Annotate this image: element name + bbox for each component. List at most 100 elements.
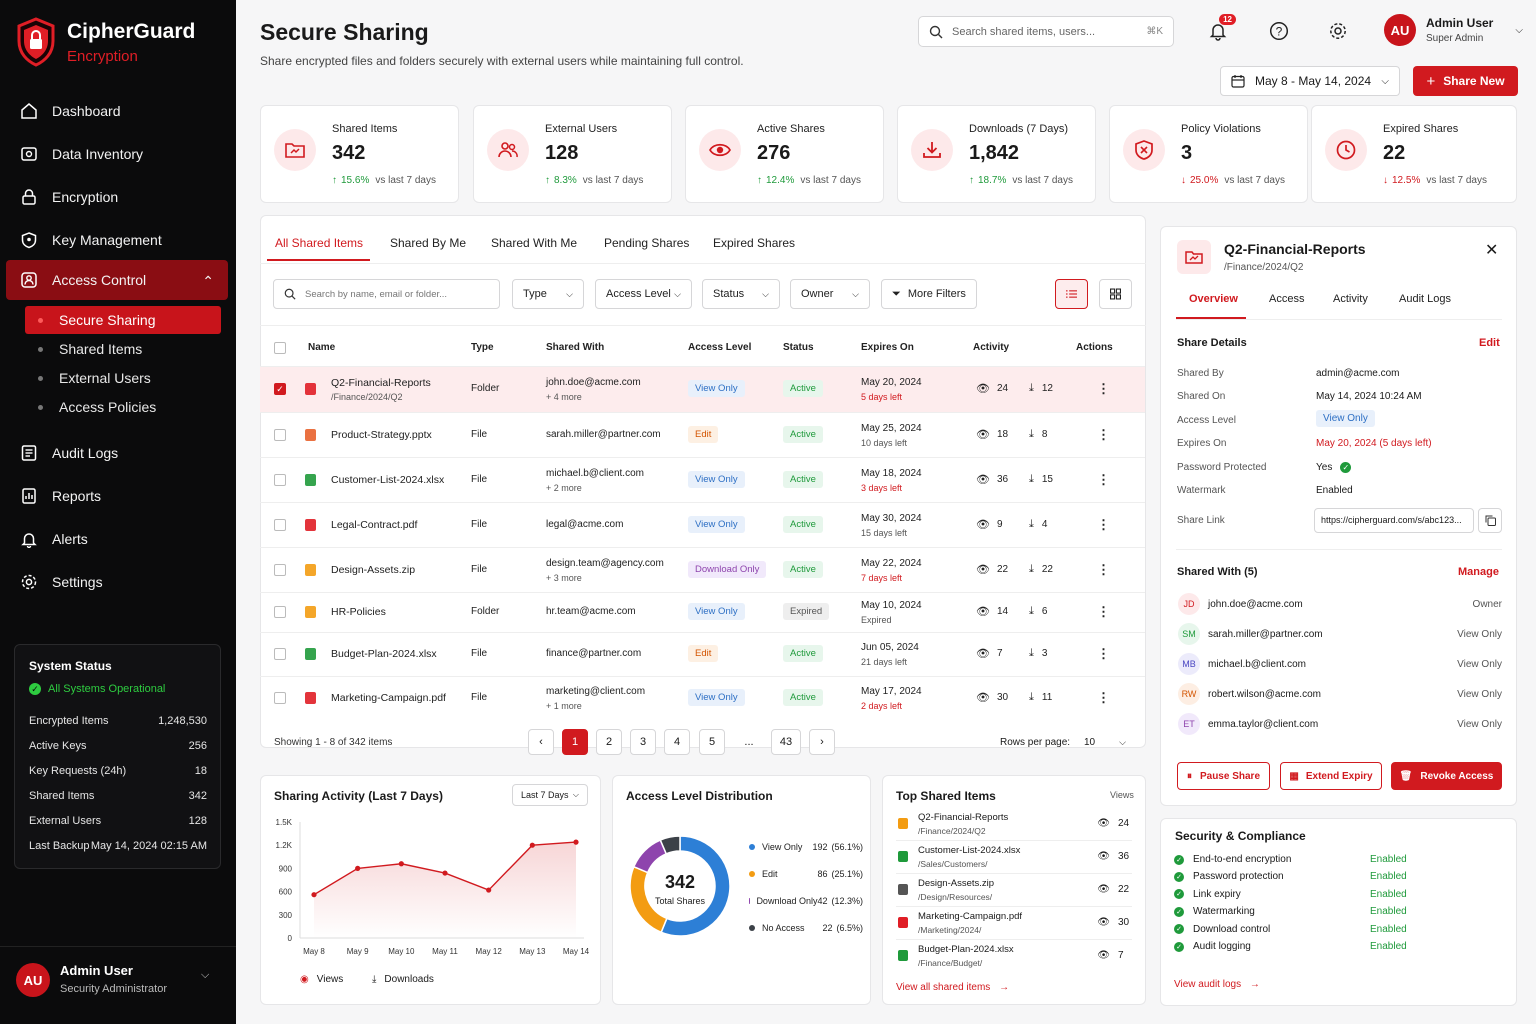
row-checkbox[interactable] (274, 692, 286, 704)
select-all-checkbox[interactable] (274, 342, 286, 354)
shared-user-row[interactable]: MB michael.b@client.com View Only (1178, 649, 1502, 679)
nav-item-encryption[interactable]: Encryption (6, 177, 228, 217)
more-actions-icon[interactable]: ⋮ (1097, 690, 1110, 705)
row-checkbox[interactable]: ✓ (274, 383, 286, 395)
sidebar-user[interactable]: AU Admin User Security Administrator ⌵ (0, 946, 236, 1024)
close-icon[interactable]: ✕ (1485, 242, 1499, 259)
panel-tab-activity[interactable]: Activity (1333, 293, 1368, 305)
shared-with-more[interactable]: + 4 more (546, 392, 582, 402)
edit-details-link[interactable]: Edit (1479, 337, 1500, 349)
subnav-item-secure-sharing[interactable]: Secure Sharing (25, 306, 221, 334)
shared-user-row[interactable]: ET emma.taylor@client.com View Only (1178, 709, 1502, 739)
tab-shared-by-me[interactable]: Shared By Me (390, 236, 467, 250)
top-shared-item[interactable]: Marketing-Campaign.pdf/Marketing/2024/ 👁 3… (898, 906, 1132, 939)
table-search-input[interactable]: Search by name, email or folder... (273, 279, 500, 309)
nav-item-alerts[interactable]: Alerts (6, 519, 228, 559)
table-row[interactable] (260, 632, 1145, 676)
tab-all-shared-items[interactable]: All Shared Items (275, 236, 364, 250)
activity-range-select[interactable]: Last 7 Days ⌵ (512, 784, 588, 806)
global-search-input[interactable]: Search shared items, users... ⌘K (918, 16, 1174, 47)
item-name[interactable]: Product-Strategy.pptx (331, 428, 432, 441)
nav-item-audit-logs[interactable]: Audit Logs (6, 433, 228, 473)
more-actions-icon[interactable]: ⋮ (1097, 604, 1110, 619)
more-actions-icon[interactable]: ⋮ (1097, 381, 1110, 396)
table-row[interactable] (260, 676, 1145, 720)
item-name[interactable]: HR-Policies (331, 606, 386, 618)
panel-tab-audit-logs[interactable]: Audit Logs (1399, 293, 1451, 305)
table-row[interactable] (260, 547, 1145, 592)
settings-button[interactable] (1326, 19, 1350, 43)
row-checkbox[interactable] (274, 428, 286, 441)
help-button[interactable]: ? (1267, 19, 1291, 43)
shared-with-more[interactable]: + 1 more (546, 701, 582, 711)
column-header-activity[interactable]: Activity (973, 342, 1010, 353)
legend-views[interactable]: ◉ Views (300, 974, 343, 985)
column-header-status[interactable]: Status (783, 342, 814, 353)
item-name[interactable]: Legal-Contract.pdf (331, 518, 418, 531)
page-button[interactable]: 43 (771, 729, 801, 755)
pause-share-button[interactable]: ⏸ Pause Share (1177, 762, 1270, 790)
more-actions-icon[interactable]: ⋮ (1097, 471, 1110, 487)
item-name[interactable]: Q2-Financial-Reports (331, 377, 431, 389)
share-link-field[interactable]: https://cipherguard.com/s/abc123... (1314, 508, 1474, 533)
view-audit-logs-link[interactable]: View audit logs → (1174, 979, 1260, 990)
chevron-up-icon[interactable]: ⌃ (202, 273, 214, 289)
column-header-name[interactable]: Name (308, 342, 336, 353)
header-user-menu[interactable]: AU Admin User Super Admin ⌵ (1384, 14, 1523, 46)
legend-downloads[interactable]: ⤓ Downloads (372, 974, 434, 985)
table-row[interactable] (260, 412, 1145, 457)
revoke-access-button[interactable]: 🗑 Revoke Access (1391, 762, 1502, 790)
row-checkbox[interactable] (274, 473, 286, 486)
status-filter[interactable]: Status ⌵ (702, 279, 780, 309)
more-actions-icon[interactable]: ⋮ (1097, 516, 1110, 532)
page-button[interactable]: 2 (596, 729, 622, 755)
shared-user-row[interactable]: SM sarah.miller@partner.com View Only (1178, 619, 1502, 649)
item-name[interactable]: Budget-Plan-2024.xlsx (331, 648, 437, 660)
type-filter[interactable]: Type ⌵ (512, 279, 584, 309)
manage-link[interactable]: Manage (1458, 566, 1499, 578)
nav-item-dashboard[interactable]: Dashboard (6, 91, 228, 131)
list-view-toggle[interactable] (1055, 279, 1088, 309)
shared-with-more[interactable]: + 3 more (546, 572, 582, 583)
more-actions-icon[interactable]: ⋮ (1097, 426, 1110, 442)
owner-filter[interactable]: Owner ⌵ (790, 279, 870, 309)
page-button[interactable]: 3 (630, 729, 656, 755)
next-page-button[interactable]: › (809, 729, 835, 755)
copy-link-button[interactable] (1478, 508, 1502, 533)
extend-expiry-button[interactable]: ▦ Extend Expiry (1280, 762, 1382, 790)
nav-item-access-control[interactable]: Access Control ⌃ (6, 260, 228, 300)
top-shared-item[interactable]: Budget-Plan-2024.xlsx/Finance/Budget/ 👁 7 (898, 939, 1132, 972)
column-header-expires-on[interactable]: Expires On (861, 342, 914, 353)
page-button[interactable]: 4 (664, 729, 690, 755)
tab-pending-shares[interactable]: Pending Shares (604, 236, 690, 250)
nav-item-reports[interactable]: Reports (6, 476, 228, 516)
kpi-card-policy-violations[interactable]: Policy Violations 3 ↓ 25.0% vs last 7 days (1109, 105, 1308, 203)
row-checkbox[interactable] (274, 518, 286, 531)
share-new-button[interactable]: + Share New (1413, 66, 1518, 96)
subnav-item-external-users[interactable]: External Users (25, 364, 221, 392)
tab-shared-with-me[interactable]: Shared With Me (491, 236, 578, 250)
rows-per-page-select[interactable]: 10 ⌵ (1078, 729, 1132, 755)
prev-page-button[interactable]: ‹ (528, 729, 554, 755)
item-name[interactable]: Design-Assets.zip (331, 563, 416, 576)
kpi-card-expired-shares[interactable]: Expired Shares 22 ↓ 12.5% vs last 7 days (1311, 105, 1517, 203)
brand-logo[interactable]: CipherGuard Encryption (16, 16, 195, 68)
kpi-card-active-shares[interactable]: Active Shares 276 ↑ 12.4% vs last 7 days (685, 105, 884, 203)
panel-tab-overview[interactable]: Overview (1189, 293, 1238, 305)
nav-item-data-inventory[interactable]: Data Inventory (6, 134, 228, 174)
nav-item-settings[interactable]: Settings (6, 562, 228, 602)
column-header-shared-with[interactable]: Shared With (546, 342, 605, 353)
shared-user-row[interactable]: JD john.doe@acme.com Owner (1178, 589, 1502, 619)
top-shared-item[interactable]: Q2-Financial-Reports/Finance/2024/Q2 👁 24 (898, 807, 1132, 840)
row-checkbox[interactable] (274, 606, 286, 618)
item-name[interactable]: Customer-List-2024.xlsx (331, 473, 445, 486)
nav-item-key-management[interactable]: Key Management (6, 220, 228, 260)
date-range-picker[interactable]: May 8 - May 14, 2024 ⌵ (1220, 66, 1400, 96)
shared-with-more[interactable]: + 2 more (546, 482, 582, 493)
page-button[interactable]: 1 (562, 729, 588, 755)
donut-slice[interactable] (632, 839, 668, 874)
row-checkbox[interactable] (274, 648, 286, 660)
kpi-card-external-users[interactable]: External Users 128 ↑ 8.3% vs last 7 days (473, 105, 672, 203)
table-row[interactable] (260, 457, 1145, 502)
more-actions-icon[interactable]: ⋮ (1097, 646, 1110, 661)
